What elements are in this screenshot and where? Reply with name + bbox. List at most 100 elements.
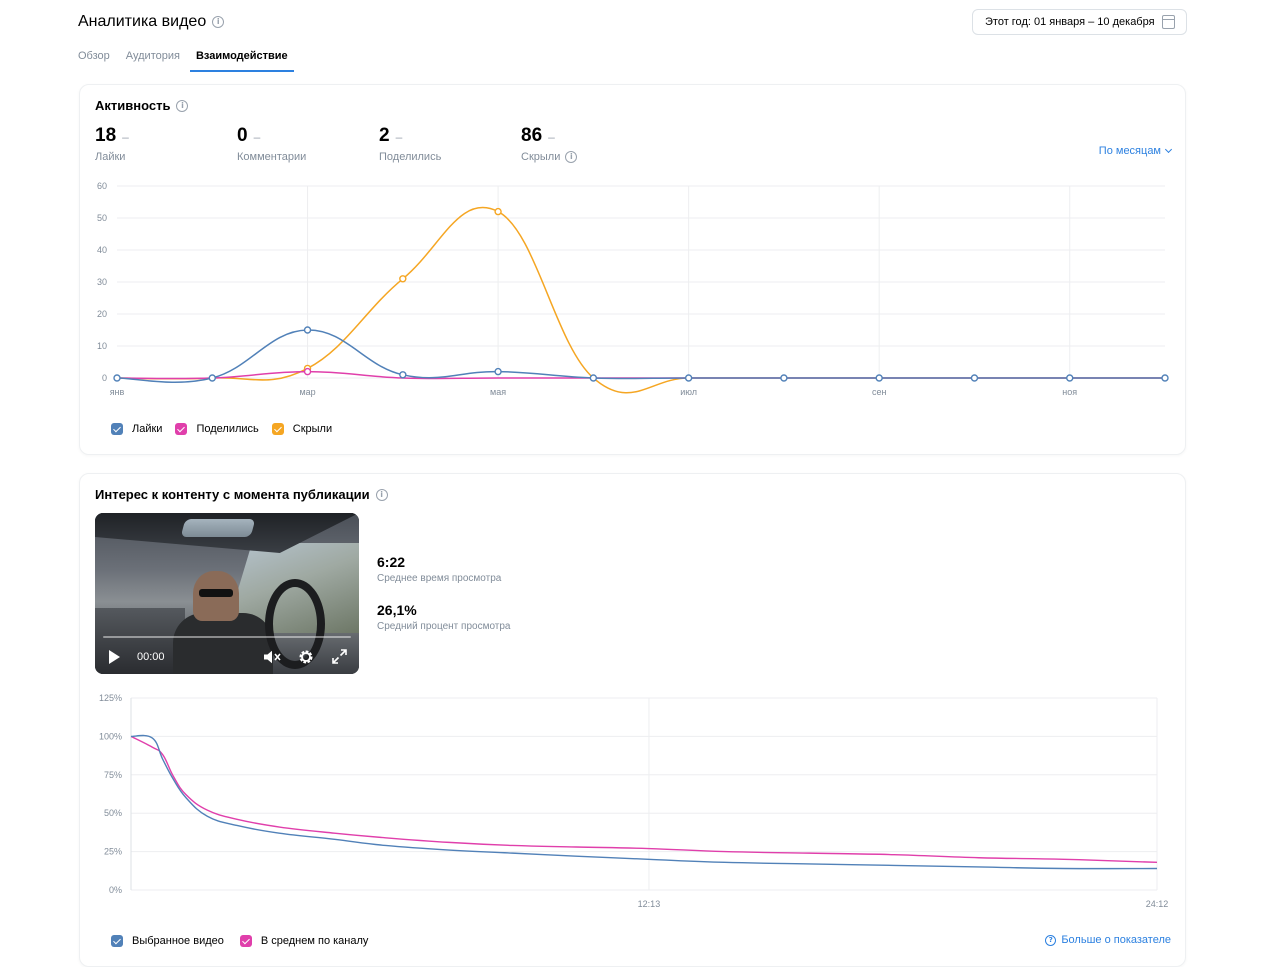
data-point — [208, 374, 216, 382]
info-icon[interactable]: i — [565, 151, 578, 163]
legend-hidden[interactable]: Скрыли — [271, 423, 333, 435]
question-icon: ? — [1045, 934, 1057, 946]
y-tick-label: 20 — [97, 309, 107, 319]
legend-label: Поделились — [196, 423, 259, 435]
x-tick-label: мая — [490, 387, 506, 397]
tab-audience[interactable]: Аудитория — [125, 50, 180, 62]
x-tick-label: янв — [110, 387, 125, 397]
series-line — [116, 206, 1165, 394]
retention-title-text: Интерес к контенту с момента публикации — [95, 487, 370, 502]
date-range-label: Этот год: 01 января – 10 декабря — [985, 16, 1155, 28]
metric-value: 2 — [379, 125, 390, 146]
data-point — [684, 374, 693, 382]
avg-view-percent-label: Средний процент просмотра — [377, 621, 511, 632]
tab-engagement[interactable]: Взаимодействие — [189, 48, 294, 72]
activity-title-text: Активность — [95, 98, 171, 113]
x-tick-label: 24:12 — [1146, 899, 1169, 909]
legend-label: Скрыли — [292, 423, 333, 435]
video-frame-glasses — [199, 589, 233, 597]
checkbox-icon — [111, 423, 123, 435]
mute-icon[interactable] — [263, 650, 283, 664]
data-point — [399, 371, 407, 379]
data-point — [1161, 374, 1169, 382]
fullscreen-icon[interactable] — [332, 649, 347, 664]
legend-label: В среднем по каналу — [260, 935, 369, 947]
y-tick-label: 0 — [102, 373, 107, 383]
y-tick-label: 30 — [97, 277, 107, 287]
avg-view-time: 6:22 Среднее время просмотра — [377, 554, 501, 584]
activity-card: Активность i 18– Лайки 0– Комментарии 2–… — [79, 84, 1186, 455]
metric-likes: 18– Лайки — [95, 125, 129, 163]
video-frame-sunroof — [180, 519, 256, 537]
data-point — [303, 367, 312, 376]
data-point — [970, 374, 979, 382]
play-icon[interactable] — [109, 650, 120, 664]
metric-value: 18 — [95, 125, 117, 146]
y-tick-label: 75% — [104, 770, 122, 780]
video-progress-bar[interactable] — [103, 636, 351, 638]
tabs: Обзор Аудитория Взаимодействие — [78, 48, 304, 72]
activity-legend: Лайки Поделились Скрыли — [111, 423, 345, 435]
page-title: Аналитика видео i — [78, 13, 225, 31]
info-icon[interactable]: i — [375, 488, 388, 501]
metric-label: Лайки — [95, 151, 126, 163]
legend-selected-video[interactable]: Выбранное видео — [111, 935, 224, 947]
avg-view-percent-value: 26,1% — [377, 602, 417, 618]
metric-value: 86 — [521, 125, 543, 146]
retention-legend: Выбранное видео В среднем по каналу — [111, 935, 381, 947]
chevron-down-icon — [1164, 145, 1173, 154]
y-tick-label: 0% — [109, 885, 122, 895]
y-tick-label: 50% — [104, 808, 122, 818]
legend-likes[interactable]: Лайки — [111, 423, 162, 435]
info-icon[interactable]: i — [212, 16, 225, 28]
calendar-icon — [1162, 15, 1175, 29]
tab-overview[interactable]: Обзор — [78, 50, 110, 62]
avg-view-time-label: Среднее время просмотра — [377, 573, 502, 584]
y-tick-label: 10 — [97, 341, 107, 351]
video-frame-person-body — [173, 613, 273, 674]
metric-change: – — [122, 130, 129, 144]
data-point — [1066, 374, 1074, 382]
video-player[interactable]: 00:00 — [95, 513, 359, 674]
more-about-metric-link[interactable]: ? Больше о показателе — [1045, 934, 1171, 946]
metric-hidden: 86– Скрыли i — [521, 125, 578, 163]
data-point — [494, 367, 502, 376]
retention-title: Интерес к контенту с момента публикации … — [95, 487, 388, 502]
y-tick-label: 25% — [104, 847, 122, 857]
y-tick-label: 100% — [99, 731, 122, 741]
info-icon[interactable]: i — [176, 99, 189, 112]
legend-label: Выбранное видео — [132, 935, 224, 947]
gear-icon[interactable] — [297, 648, 315, 666]
data-point — [399, 275, 407, 283]
retention-card: Интерес к контенту с момента публикации … — [79, 473, 1186, 967]
series-line — [116, 329, 1165, 383]
data-point — [780, 374, 788, 382]
x-tick-label: мар — [299, 387, 315, 397]
metric-shares: 2– Поделились — [379, 125, 441, 163]
data-point — [589, 374, 598, 382]
avg-view-percent: 26,1% Средний процент просмотра — [377, 602, 511, 632]
legend-label: Лайки — [132, 423, 163, 435]
metric-label: Скрыли — [521, 151, 561, 163]
period-select[interactable]: По месяцам — [1099, 145, 1173, 157]
metric-comments: 0– Комментарии — [237, 125, 306, 163]
metric-label: Комментарии — [237, 151, 307, 163]
checkbox-icon — [111, 935, 123, 947]
legend-channel-average[interactable]: В среднем по каналу — [239, 935, 369, 947]
y-tick-label: 60 — [97, 181, 107, 191]
metric-change: – — [253, 130, 261, 144]
data-point — [494, 207, 502, 216]
activity-chart: 0 10 20 30 40 50 60 янв мар мая июл сен ноя — [97, 181, 1169, 397]
data-point — [875, 374, 883, 382]
series-line — [130, 735, 1158, 864]
activity-title: Активность i — [95, 98, 189, 113]
date-range-picker[interactable]: Этот год: 01 января – 10 декабря — [972, 9, 1187, 35]
checkbox-icon — [175, 423, 188, 435]
video-frame-steering-wheel — [265, 579, 325, 669]
metric-change: – — [395, 130, 403, 144]
legend-shares[interactable]: Поделились — [175, 423, 259, 435]
page-title-text: Аналитика видео — [78, 13, 207, 30]
more-link-label: Больше о показателе — [1061, 934, 1171, 946]
checkbox-icon — [239, 935, 252, 947]
x-tick-label: ноя — [1062, 387, 1077, 397]
